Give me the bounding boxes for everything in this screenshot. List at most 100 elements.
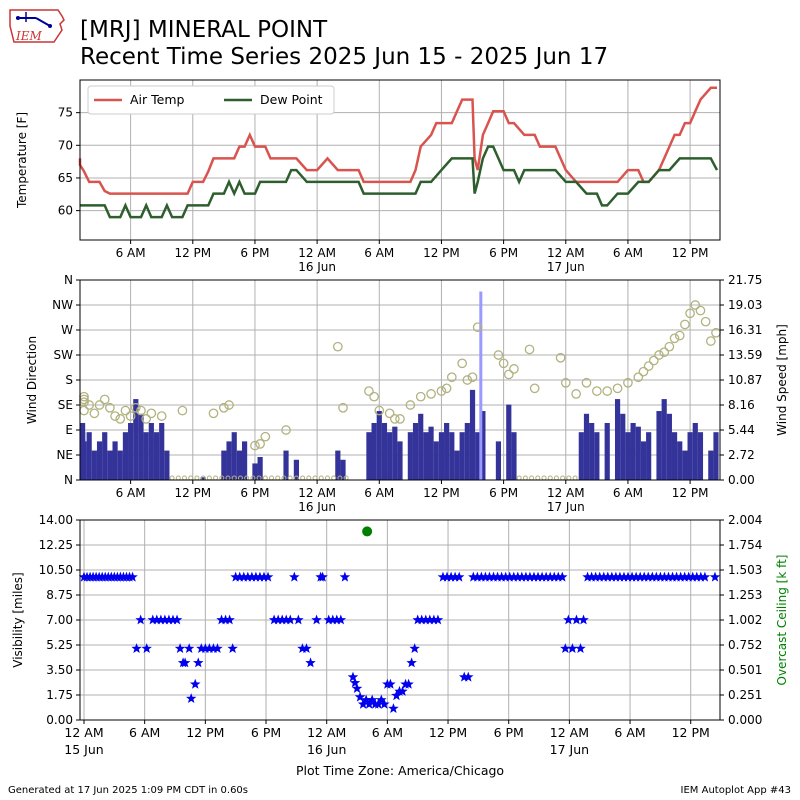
wind-panel-frame [79, 279, 721, 481]
wind-speed-bar [666, 413, 672, 480]
footer-generated: Generated at 17 Jun 2025 1:09 PM CDT in … [8, 785, 249, 796]
visibility-point [388, 703, 399, 713]
wind-speed-bar [469, 389, 476, 480]
visibility-point [675, 571, 686, 582]
wind-calm-marker [566, 475, 572, 481]
wind-speed-bar [506, 404, 512, 480]
wind-speed-bar [604, 422, 610, 480]
wind-speed-bar [133, 399, 139, 480]
vis-tick-label: 0.00 [46, 713, 73, 727]
wind-calm-marker [188, 475, 194, 481]
chart-title-station: [MRJ] MINERAL POINT [80, 17, 328, 43]
visibility-point [532, 571, 544, 582]
vis-tick-label: 8.75 [46, 588, 73, 602]
wind-speed-bar [371, 422, 377, 480]
wind-direction-point [332, 341, 343, 352]
wind-direction-point [633, 372, 644, 383]
wind-speed-bar [449, 432, 455, 480]
wind-direction-point [571, 389, 581, 399]
wind-direction-point [84, 400, 95, 410]
wind-direction-point [581, 377, 592, 388]
ceiling-tick-label: 0.000 [728, 713, 762, 727]
wind-speed-bar [578, 432, 584, 480]
vis-tick-label: 7.00 [46, 613, 73, 627]
visibility-point [186, 693, 197, 703]
visibility-point [293, 614, 304, 625]
wind-calm-marker [560, 475, 566, 481]
visibility-point [575, 643, 586, 653]
wind-speed-bar [407, 432, 413, 480]
visibility-point [687, 571, 698, 582]
wind-direction-point [426, 389, 436, 399]
wind-speed-bar [387, 432, 393, 480]
vis-xtick-label: 12 PM [186, 725, 224, 740]
wind-calm-marker [312, 475, 318, 481]
wind-direction-point [110, 411, 120, 421]
wind-direction-point [120, 405, 131, 416]
temp-ytick-label: 65 [58, 171, 73, 185]
wind-speed-bar [96, 441, 103, 480]
wind-speed-bar [692, 422, 698, 480]
visibility-point [699, 571, 711, 582]
wind-calm-marker [213, 475, 219, 481]
wind-direction-point [94, 400, 105, 410]
wind-calm-marker [331, 475, 337, 481]
wind-speed-bar [340, 459, 346, 480]
visibility-point [520, 571, 532, 582]
wind-speed-bar [620, 413, 626, 480]
visibility-point [578, 614, 589, 625]
visibility-point [179, 657, 191, 668]
visibility-point [424, 614, 436, 625]
wind-calm-marker [206, 475, 212, 481]
wind-speed-bar [464, 422, 470, 480]
visibility-point [379, 698, 390, 709]
ceiling-tick-label: 0.501 [728, 663, 762, 677]
wind-xtick-label: 6 PM [240, 486, 269, 500]
visibility-point [484, 571, 495, 582]
wind-speed-bar [656, 411, 662, 480]
wind-speed-tick-label: 5.44 [728, 423, 755, 437]
visibility-point [301, 643, 312, 653]
wind-xtick-label: 6 PM [489, 486, 518, 500]
wind-direction-point [146, 408, 157, 419]
visibility-point [174, 643, 186, 653]
wind-calm-marker [522, 475, 528, 481]
visibility-point [193, 657, 204, 668]
wind-speed-bar [511, 432, 517, 480]
wind-speed-tick-label: 16.31 [728, 323, 762, 337]
visibility-point [428, 614, 440, 625]
temp-xtick-date-label: 16 Jun [298, 260, 336, 274]
visibility-point [376, 694, 387, 705]
wind-speed-bar [428, 426, 434, 480]
visibility-point [496, 571, 507, 582]
ceiling-tick-label: 0.752 [728, 638, 762, 652]
visibility-point [508, 571, 519, 582]
wind-speed-bar [495, 441, 502, 480]
wind-speed-bar [91, 450, 97, 480]
wind-calm-marker [306, 475, 312, 481]
visibility-point [594, 571, 605, 582]
wind-calm-marker [181, 475, 187, 481]
visibility-point [250, 571, 262, 582]
wind-speed-bar [128, 422, 134, 480]
vis-xtick-label: 12 AM [307, 725, 346, 740]
wind-speed-bar [122, 432, 129, 480]
visibility-point [391, 690, 402, 701]
visibility-point [268, 614, 280, 625]
visibility-point [220, 614, 231, 625]
footer-app: IEM Autoplot App #43 [680, 785, 791, 796]
visibility-point [151, 614, 162, 625]
wind-xtick-label: 12 PM [672, 486, 709, 500]
vis-xtick-label: 6 AM [129, 725, 160, 740]
wind-xtick-date-label: 16 Jun [298, 500, 336, 514]
wind-speed-bar [459, 432, 465, 480]
ceiling-tick-label: 1.503 [728, 563, 762, 577]
wind-calm-marker [262, 475, 268, 481]
wind-direction-point [685, 308, 695, 319]
wind-speed-bar [257, 457, 263, 480]
wind-xtick-date-label: 17 Jun [547, 500, 585, 514]
wind-direction-point [592, 386, 602, 396]
wind-direction-point [374, 405, 385, 416]
visibility-point [397, 685, 408, 696]
